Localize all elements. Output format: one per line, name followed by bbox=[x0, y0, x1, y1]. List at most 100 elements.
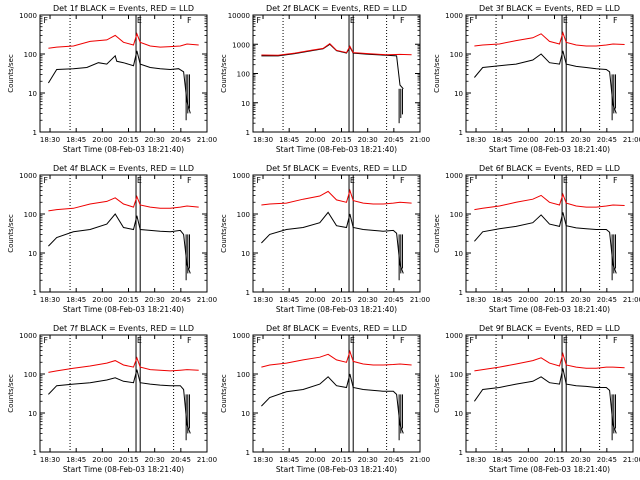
y-tick-label: 1 bbox=[33, 129, 37, 137]
lld-series-line bbox=[48, 195, 199, 212]
lld-series-line bbox=[474, 192, 625, 211]
x-tick-label: 18:30 bbox=[40, 136, 60, 144]
x-tick-label: 18:45 bbox=[66, 296, 86, 304]
x-axis-label: Start Time (08-Feb-03 18:21:40) bbox=[489, 465, 610, 474]
y-tick-label: 10 bbox=[28, 250, 37, 258]
x-tick-label: 18:45 bbox=[279, 296, 299, 304]
detector-panel: Det 5f BLACK = Events, RED = LLD 1 10 100 10… bbox=[220, 164, 430, 314]
x-tick-label: 18:45 bbox=[492, 296, 512, 304]
chart-title: Det 4f BLACK = Events, RED = LLD bbox=[53, 164, 194, 173]
x-tick-label: 21:00 bbox=[623, 456, 640, 464]
events-series-line bbox=[47, 50, 191, 114]
x-tick-label: 18:30 bbox=[253, 136, 273, 144]
chart-title: Det 9f BLACK = Events, RED = LLD bbox=[479, 324, 620, 333]
y-tick-label: 1 bbox=[246, 129, 250, 137]
event-marker: F bbox=[613, 16, 618, 25]
lld-series-line bbox=[261, 188, 412, 206]
y-axis-label: Counts/sec bbox=[220, 214, 228, 253]
x-tick-label: 20:15 bbox=[331, 456, 351, 464]
y-tick-label: 10 bbox=[454, 250, 463, 258]
x-tick-label: 21:00 bbox=[410, 136, 430, 144]
x-tick-label: 20:30 bbox=[145, 296, 165, 304]
y-tick-label: 1000 bbox=[445, 12, 463, 20]
chart-title: Det 6f BLACK = Events, RED = LLD bbox=[479, 164, 620, 173]
x-tick-label: 20:15 bbox=[118, 456, 138, 464]
y-tick-label: 1000 bbox=[232, 332, 250, 340]
x-tick-label: 20:15 bbox=[118, 136, 138, 144]
event-marker: F bbox=[43, 16, 48, 25]
event-marker: F bbox=[613, 176, 618, 185]
lld-series-line bbox=[261, 349, 412, 368]
x-tick-label: 20:00 bbox=[92, 136, 112, 144]
event-marker: F bbox=[256, 176, 261, 185]
lld-series-line bbox=[48, 32, 199, 49]
y-tick-label: 100 bbox=[450, 211, 463, 219]
x-tick-label: 18:30 bbox=[253, 296, 273, 304]
event-marker: F bbox=[613, 336, 618, 345]
detector-panel: Det 4f BLACK = Events, RED = LLD 1 10 100 10… bbox=[7, 164, 217, 314]
y-tick-label: 100 bbox=[237, 371, 250, 379]
chart-title: Det 1f BLACK = Events, RED = LLD bbox=[53, 4, 194, 13]
events-series-line bbox=[474, 50, 617, 114]
y-axis-label: Counts/sec bbox=[433, 54, 441, 93]
x-tick-label: 18:30 bbox=[466, 456, 486, 464]
y-tick-label: 1000 bbox=[19, 332, 37, 340]
y-tick-label: 100 bbox=[237, 71, 250, 79]
event-marker: E bbox=[350, 336, 355, 345]
x-tick-label: 18:30 bbox=[40, 296, 60, 304]
x-tick-label: 21:00 bbox=[197, 136, 217, 144]
event-marker: E bbox=[137, 336, 142, 345]
y-axis-label: Counts/sec bbox=[220, 54, 228, 93]
event-marker: F bbox=[400, 16, 405, 25]
y-tick-label: 1 bbox=[246, 289, 250, 297]
event-marker: F bbox=[43, 336, 48, 345]
event-marker: F bbox=[187, 16, 192, 25]
event-marker: F bbox=[400, 176, 405, 185]
events-series-line bbox=[48, 369, 191, 434]
x-tick-label: 18:30 bbox=[466, 136, 486, 144]
chart-title: Det 2f BLACK = Events, RED = LLD bbox=[266, 4, 407, 13]
x-axis-label: Start Time (08-Feb-03 18:21:40) bbox=[489, 305, 610, 314]
y-tick-label: 100 bbox=[450, 371, 463, 379]
events-series-line bbox=[261, 373, 404, 434]
plot-frame bbox=[39, 334, 208, 453]
y-tick-label: 1000 bbox=[19, 172, 37, 180]
x-tick-label: 20:30 bbox=[145, 136, 165, 144]
x-tick-label: 20:15 bbox=[544, 136, 564, 144]
x-tick-label: 20:00 bbox=[518, 296, 538, 304]
y-tick-label: 100 bbox=[450, 51, 463, 59]
plot-frame bbox=[465, 14, 634, 133]
event-marker: E bbox=[563, 336, 568, 345]
y-axis-label: Counts/sec bbox=[7, 374, 15, 413]
y-tick-label: 10 bbox=[454, 90, 463, 98]
x-tick-label: 18:30 bbox=[253, 456, 273, 464]
events-series-line bbox=[48, 213, 191, 274]
event-marker: F bbox=[256, 16, 261, 25]
y-tick-label: 1000 bbox=[19, 12, 37, 20]
y-axis-label: Counts/sec bbox=[433, 374, 441, 413]
y-tick-label: 100 bbox=[24, 51, 37, 59]
x-tick-label: 20:00 bbox=[305, 456, 325, 464]
x-tick-label: 20:45 bbox=[384, 456, 404, 464]
plot-frame bbox=[465, 174, 634, 293]
x-tick-label: 21:00 bbox=[623, 136, 640, 144]
x-tick-label: 18:45 bbox=[492, 136, 512, 144]
y-tick-label: 10 bbox=[241, 100, 250, 108]
events-series-line bbox=[474, 212, 617, 274]
x-tick-label: 18:45 bbox=[66, 136, 86, 144]
y-tick-label: 10 bbox=[241, 410, 250, 418]
x-tick-label: 20:45 bbox=[597, 136, 617, 144]
event-marker: F bbox=[43, 176, 48, 185]
x-tick-label: 20:30 bbox=[571, 456, 591, 464]
y-tick-label: 10 bbox=[241, 250, 250, 258]
x-tick-label: 18:45 bbox=[66, 456, 86, 464]
x-tick-label: 18:45 bbox=[492, 456, 512, 464]
chart-title: Det 5f BLACK = Events, RED = LLD bbox=[266, 164, 407, 173]
event-marker: E bbox=[563, 176, 568, 185]
y-tick-label: 100 bbox=[24, 211, 37, 219]
x-tick-label: 18:45 bbox=[279, 136, 299, 144]
x-tick-label: 20:45 bbox=[171, 456, 191, 464]
y-axis-label: Counts/sec bbox=[220, 374, 228, 413]
events-series-line bbox=[473, 368, 617, 434]
detector-panel: Det 1f BLACK = Events, RED = LLD 1 10 100 10… bbox=[7, 4, 217, 154]
